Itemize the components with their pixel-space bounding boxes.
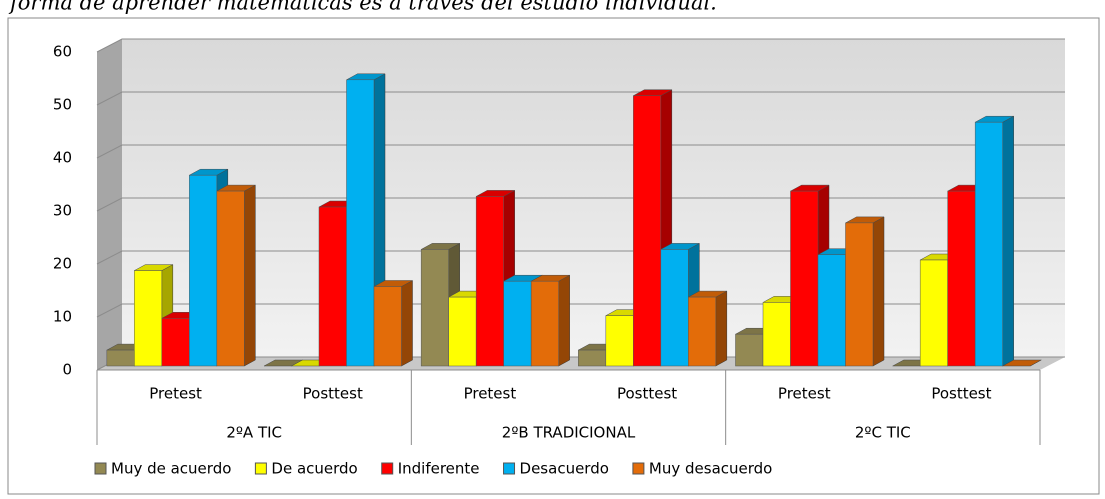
bar-front bbox=[974, 121, 1003, 367]
bar-front bbox=[762, 302, 791, 367]
y-tick-label: 0 bbox=[62, 361, 72, 379]
legend-label: Muy de acuerdo bbox=[111, 460, 231, 478]
bar bbox=[448, 290, 488, 367]
bar-front bbox=[947, 190, 976, 367]
x-tick-label: Pretest bbox=[149, 385, 202, 403]
chart-title: forma de aprender matemáticas es a travé… bbox=[8, 0, 717, 15]
bar-front bbox=[633, 95, 662, 367]
x-tick-label: Posttest bbox=[931, 385, 991, 403]
bar-front bbox=[189, 174, 218, 367]
legend-swatch bbox=[254, 462, 267, 475]
legend-label: Indiferente bbox=[398, 460, 480, 478]
bar-front bbox=[420, 249, 449, 367]
bar-front bbox=[919, 259, 948, 367]
bar-front bbox=[530, 280, 559, 367]
x-tick-label: Pretest bbox=[464, 385, 517, 403]
grid-line bbox=[96, 38, 1065, 53]
group-label: 2ºB TRADICIONAL bbox=[502, 424, 636, 442]
bar-side bbox=[1002, 115, 1014, 367]
bar-side bbox=[244, 184, 256, 367]
bar-front bbox=[475, 196, 504, 367]
bar-side bbox=[872, 216, 885, 367]
bar-front bbox=[373, 286, 402, 367]
bar-top bbox=[1002, 359, 1042, 367]
legend-label: Muy desacuerdo bbox=[649, 460, 772, 478]
y-tick-label: 20 bbox=[53, 255, 72, 273]
bar-front bbox=[448, 296, 477, 367]
group-label: 2ºA TIC bbox=[226, 424, 282, 442]
bar bbox=[216, 184, 256, 367]
bar-front bbox=[735, 333, 764, 367]
x-tick-label: Pretest bbox=[778, 385, 831, 403]
bar bbox=[974, 115, 1014, 367]
legend-label: Desacuerdo bbox=[520, 460, 609, 478]
bar bbox=[530, 274, 570, 367]
bar-front bbox=[605, 315, 634, 367]
bar-front bbox=[845, 222, 874, 367]
bar-front bbox=[817, 254, 846, 367]
group-label: 2ºC TIC bbox=[855, 424, 911, 442]
chart-border bbox=[7, 17, 1100, 495]
bar-front bbox=[346, 79, 375, 367]
y-tick-label: 60 bbox=[53, 43, 72, 61]
grid-line bbox=[96, 144, 1065, 159]
bar-front bbox=[106, 349, 135, 367]
bar-front bbox=[790, 190, 819, 367]
bar-side bbox=[401, 280, 413, 367]
bar bbox=[688, 290, 728, 367]
bar-side bbox=[558, 274, 570, 367]
bar-front bbox=[688, 296, 717, 367]
bar bbox=[373, 280, 413, 367]
y-tick-label: 50 bbox=[53, 96, 72, 114]
bar-front bbox=[161, 318, 190, 367]
y-tick-label: 30 bbox=[53, 202, 72, 220]
y-tick-label: 40 bbox=[53, 149, 72, 167]
bar-side bbox=[715, 290, 728, 367]
bar-front bbox=[503, 280, 532, 367]
grid-line bbox=[96, 250, 1065, 265]
grid-line bbox=[96, 303, 1065, 318]
legend-swatch bbox=[381, 462, 394, 475]
x-tick-label: Posttest bbox=[303, 385, 363, 403]
x-tick-label: Posttest bbox=[617, 385, 677, 403]
bar bbox=[1002, 359, 1042, 367]
bar-front bbox=[134, 270, 163, 367]
legend-swatch bbox=[503, 462, 516, 475]
bar-front bbox=[578, 349, 607, 367]
grid-line bbox=[96, 91, 1065, 106]
bar-front bbox=[216, 190, 245, 367]
legend-label: De acuerdo bbox=[271, 460, 357, 478]
bar bbox=[845, 216, 885, 367]
bar-front bbox=[660, 249, 689, 367]
bar-front bbox=[318, 206, 347, 367]
grid-line bbox=[96, 197, 1065, 212]
y-tick-label: 10 bbox=[53, 308, 72, 326]
legend-swatch bbox=[632, 462, 645, 475]
legend-swatch bbox=[94, 462, 107, 475]
